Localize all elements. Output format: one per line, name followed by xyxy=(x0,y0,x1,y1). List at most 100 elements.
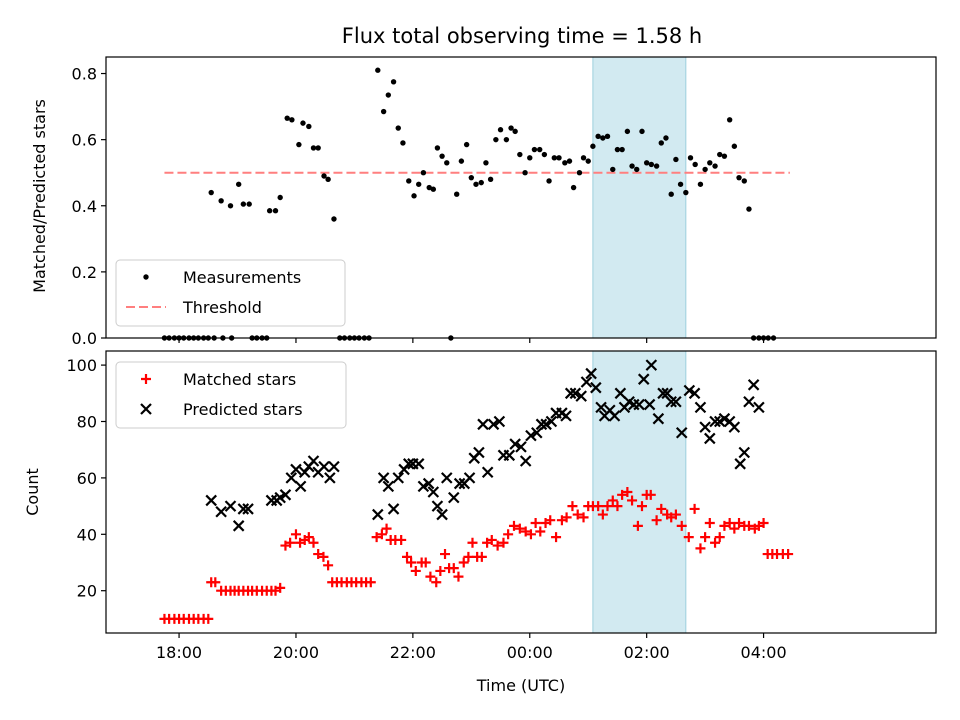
data-point xyxy=(372,508,384,521)
data-point xyxy=(279,489,292,501)
data-point xyxy=(380,108,387,115)
data-point xyxy=(467,537,478,548)
data-point xyxy=(556,155,562,161)
data-point xyxy=(412,458,425,470)
data-point xyxy=(307,455,320,467)
data-point xyxy=(648,161,655,168)
data-point xyxy=(710,537,721,548)
data-point xyxy=(387,503,400,515)
data-point xyxy=(746,206,752,212)
data-point xyxy=(503,449,516,462)
data-point xyxy=(483,160,489,166)
data-point xyxy=(416,181,422,187)
data-point xyxy=(325,176,331,183)
data-point xyxy=(525,529,536,540)
series-matched-stars xyxy=(159,487,794,624)
data-point xyxy=(323,560,334,571)
data-point xyxy=(717,151,723,158)
data-point xyxy=(531,427,543,439)
data-point xyxy=(670,395,682,408)
data-point xyxy=(310,145,317,151)
data-point xyxy=(758,518,769,529)
data-point xyxy=(665,395,677,408)
data-point xyxy=(509,438,521,450)
data-point xyxy=(585,367,597,380)
data-point xyxy=(617,489,628,500)
axes-frame xyxy=(105,56,937,339)
data-point xyxy=(477,418,489,431)
x-tick-label: 22:00 xyxy=(390,643,436,662)
data-point xyxy=(692,161,698,168)
data-point xyxy=(688,387,701,400)
data-point xyxy=(566,158,573,164)
y-tick-label: 80 xyxy=(77,413,97,432)
data-point xyxy=(569,387,582,400)
data-point xyxy=(289,117,295,123)
data-point xyxy=(576,170,583,176)
legend-label: Matched stars xyxy=(183,370,296,389)
data-point xyxy=(463,141,470,148)
data-point xyxy=(284,115,290,121)
x-tick-label: 04:00 xyxy=(741,643,787,662)
top-panel-title: Flux total observing time = 1.58 h xyxy=(342,24,702,48)
data-point xyxy=(580,155,587,161)
data-point xyxy=(300,120,306,126)
data-point xyxy=(585,158,591,164)
top-panel-y-axis-label: Matched/Predicted stars xyxy=(30,99,49,293)
data-point xyxy=(676,520,687,531)
bottom-panel-y-axis-label: Count xyxy=(23,468,42,516)
data-point xyxy=(215,505,227,518)
data-point xyxy=(503,136,510,143)
observing-window-highlight xyxy=(592,350,687,634)
data-point xyxy=(551,155,558,161)
data-point xyxy=(714,532,725,543)
data-point xyxy=(277,194,283,201)
data-point xyxy=(608,410,621,422)
y-tick-label: 40 xyxy=(77,525,97,544)
data-point xyxy=(728,421,741,433)
data-point xyxy=(695,543,706,554)
data-point xyxy=(481,466,494,479)
data-point xyxy=(734,458,746,470)
data-point xyxy=(614,387,627,400)
data-point xyxy=(331,216,337,222)
data-point xyxy=(560,410,572,422)
data-point xyxy=(610,166,616,173)
data-point xyxy=(427,486,440,498)
data-point xyxy=(602,501,613,512)
data-point xyxy=(636,501,647,512)
x-tick-label: 18:00 xyxy=(156,643,202,662)
data-point xyxy=(514,523,525,534)
data-point xyxy=(246,201,252,207)
data-point xyxy=(468,174,475,181)
data-point xyxy=(619,146,625,153)
data-point xyxy=(525,429,537,442)
data-point xyxy=(704,432,716,445)
data-point xyxy=(743,395,755,408)
data-point xyxy=(303,532,314,543)
data-point xyxy=(519,455,532,467)
data-point xyxy=(434,145,441,151)
observing-window-highlight xyxy=(592,56,687,339)
data-point xyxy=(487,418,500,431)
data-point xyxy=(535,418,548,431)
data-point xyxy=(328,460,340,473)
data-point xyxy=(643,398,656,411)
data-point xyxy=(315,145,321,151)
legend-box xyxy=(115,361,347,429)
data-point xyxy=(240,201,247,207)
data-point xyxy=(436,508,448,521)
top-panel-ratio: Flux total observing time = 1.58 h Match… xyxy=(30,24,937,348)
y-tick-label: 100 xyxy=(66,356,97,375)
data-point xyxy=(562,160,568,166)
data-point xyxy=(712,163,718,169)
x-tick-label: 00:00 xyxy=(507,643,553,662)
data-point xyxy=(741,178,747,184)
data-point xyxy=(382,480,395,493)
legend: Matched stars Predicted stars xyxy=(115,361,347,429)
data-point xyxy=(632,520,643,531)
data-point xyxy=(396,534,407,545)
data-point xyxy=(224,500,237,512)
data-point xyxy=(385,92,392,98)
x-axis-label: Time (UTC) xyxy=(476,676,565,695)
